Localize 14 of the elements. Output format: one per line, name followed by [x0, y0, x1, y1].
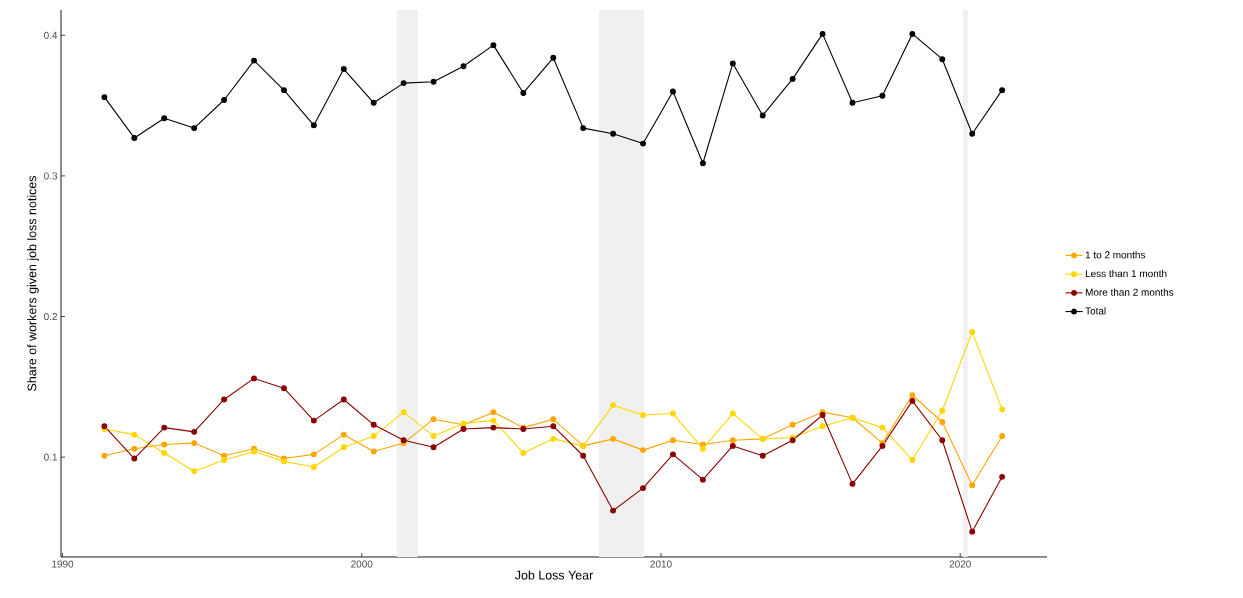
y-tick-label: 0.3	[44, 172, 58, 180]
legend-label: More than 2 months	[1085, 288, 1174, 296]
x-tick-label: 2000	[351, 560, 373, 568]
legend-label: Less than 1 month	[1085, 269, 1167, 278]
x-tick-label: 2010	[650, 560, 672, 568]
legend-label: 1 to 2 months	[1085, 251, 1146, 259]
legend-label: Total	[1085, 307, 1106, 315]
y-tick-label: 0.4	[44, 31, 58, 39]
x-tick-label: 2020	[949, 560, 971, 568]
y-tick-label: 0.2	[44, 313, 57, 321]
y-tick-label: 0.1	[44, 453, 58, 461]
x-axis-title: Job Loss Year	[514, 570, 594, 580]
y-axis-title: Share of workers given job loss notices	[27, 175, 39, 391]
x-tick-label: 1990	[52, 560, 74, 568]
